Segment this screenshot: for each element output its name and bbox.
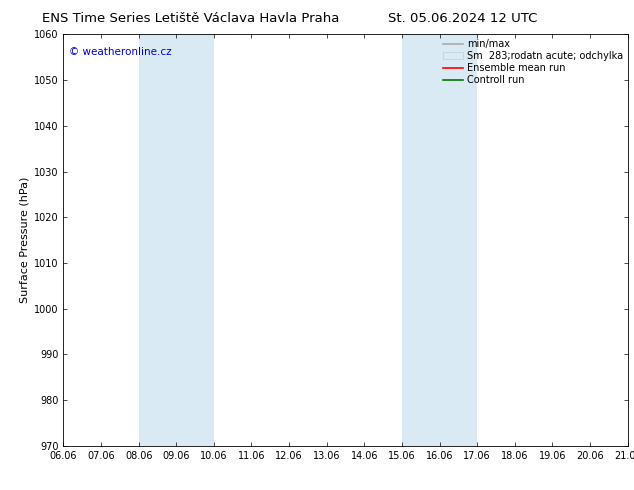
Text: © weatheronline.cz: © weatheronline.cz	[69, 47, 172, 57]
Bar	[402, 34, 477, 446]
Bar	[139, 34, 214, 446]
Legend: min/max, Sm  283;rodatn acute; odchylka, Ensemble mean run, Controll run: min/max, Sm 283;rodatn acute; odchylka, …	[441, 36, 626, 88]
Text: ENS Time Series Letiště Václava Havla Praha: ENS Time Series Letiště Václava Havla Pr…	[41, 12, 339, 25]
Text: St. 05.06.2024 12 UTC: St. 05.06.2024 12 UTC	[388, 12, 538, 25]
Y-axis label: Surface Pressure (hPa): Surface Pressure (hPa)	[20, 177, 30, 303]
